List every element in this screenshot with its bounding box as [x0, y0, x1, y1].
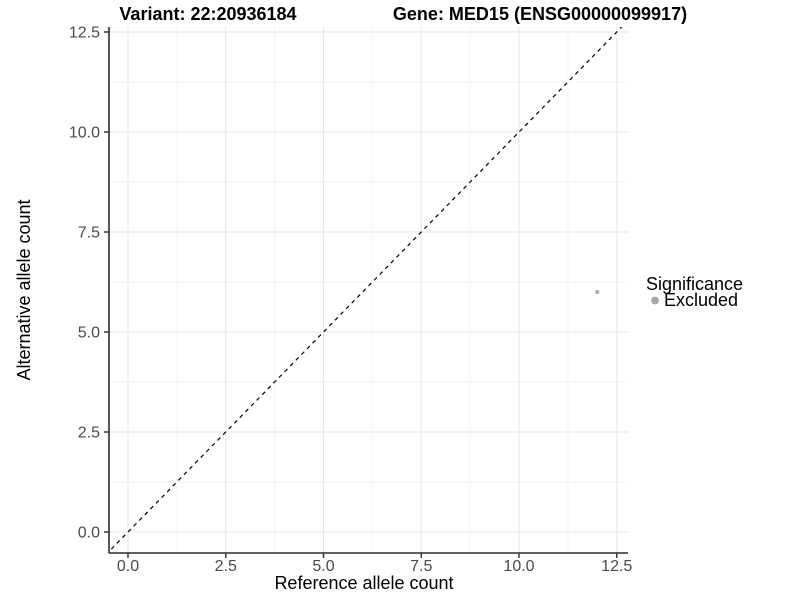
x-tick-label: 7.5 [410, 558, 432, 575]
x-tick-label: 12.5 [601, 558, 632, 575]
x-tick-label: 0.0 [117, 558, 139, 575]
data-point [594, 289, 600, 295]
data-marks [109, 27, 623, 553]
y-tick-label: 5.0 [78, 325, 100, 342]
x-tick-label: 2.5 [215, 558, 237, 575]
legend-key-dot [651, 296, 659, 305]
axes: 0.0 2.5 5.0 7.5 10.0 12.5 0.0 2.5 5.0 7.5 10.0 12.5 [69, 25, 633, 576]
x-tick-label: 5.0 [312, 558, 334, 575]
legend-title: Significance [646, 274, 743, 294]
legend-item-label: Excluded [664, 290, 738, 310]
y-tick-label: 2.5 [78, 425, 100, 442]
y-tick-label: 0.0 [78, 525, 100, 542]
x-axis-title: Reference allele count [274, 573, 453, 593]
y-tick-label: 12.5 [69, 25, 100, 42]
identity-dashed-line [109, 27, 623, 553]
plot-title-variant: Variant: 22:20936184 [119, 4, 296, 24]
y-tick-label: 7.5 [78, 225, 100, 242]
y-tick-label: 10.0 [69, 125, 100, 142]
panel-gridlines [109, 27, 628, 553]
legend-items: Excluded [651, 290, 738, 310]
x-tick-label: 10.0 [503, 558, 534, 575]
y-axis-title: Alternative allele count [14, 199, 34, 380]
plot-title-gene: Gene: MED15 (ENSG00000099917) [393, 4, 687, 24]
